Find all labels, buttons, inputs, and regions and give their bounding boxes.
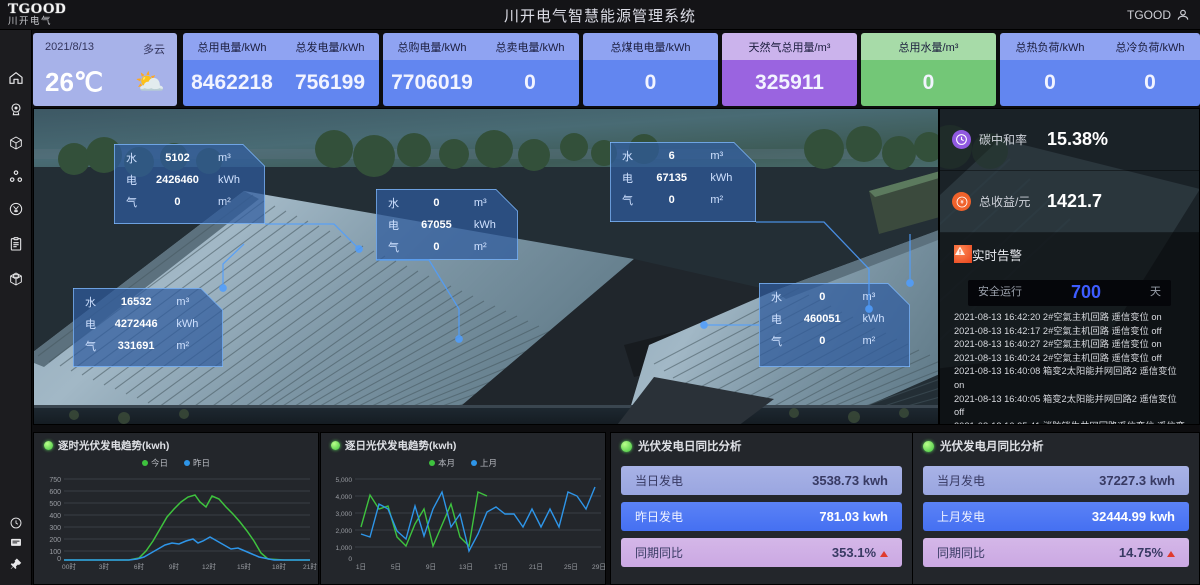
svg-text:21日: 21日 xyxy=(529,563,543,571)
svg-text:3,000: 3,000 xyxy=(335,511,352,518)
svg-text:5,000: 5,000 xyxy=(335,477,352,484)
svg-text:00时: 00时 xyxy=(62,562,76,571)
svg-text:9时: 9时 xyxy=(169,562,180,571)
svg-text:1,000: 1,000 xyxy=(335,545,352,552)
svg-text:100: 100 xyxy=(49,549,61,556)
svg-text:12时: 12时 xyxy=(202,562,216,571)
svg-text:750: 750 xyxy=(49,477,61,484)
svg-text:9日: 9日 xyxy=(426,563,436,571)
svg-text:200: 200 xyxy=(49,537,61,544)
svg-text:300: 300 xyxy=(49,525,61,532)
svg-text:6时: 6时 xyxy=(134,562,145,571)
svg-text:15时: 15时 xyxy=(237,562,251,571)
svg-text:0: 0 xyxy=(348,556,352,563)
svg-text:25日: 25日 xyxy=(564,563,578,571)
svg-text:5日: 5日 xyxy=(391,563,401,571)
svg-text:17日: 17日 xyxy=(494,563,508,571)
svg-text:29日: 29日 xyxy=(592,563,606,571)
svg-text:400: 400 xyxy=(49,513,61,520)
svg-text:3时: 3时 xyxy=(99,562,110,571)
svg-text:18时: 18时 xyxy=(272,562,286,571)
svg-text:4,000: 4,000 xyxy=(335,494,352,501)
svg-text:13日: 13日 xyxy=(459,563,473,571)
svg-text:21时: 21时 xyxy=(303,562,317,571)
svg-text:500: 500 xyxy=(49,501,61,508)
svg-text:0: 0 xyxy=(57,556,61,563)
svg-text:1日: 1日 xyxy=(356,563,366,571)
svg-text:2,000: 2,000 xyxy=(335,528,352,535)
svg-text:¥: ¥ xyxy=(960,200,964,206)
svg-text:600: 600 xyxy=(49,489,61,496)
